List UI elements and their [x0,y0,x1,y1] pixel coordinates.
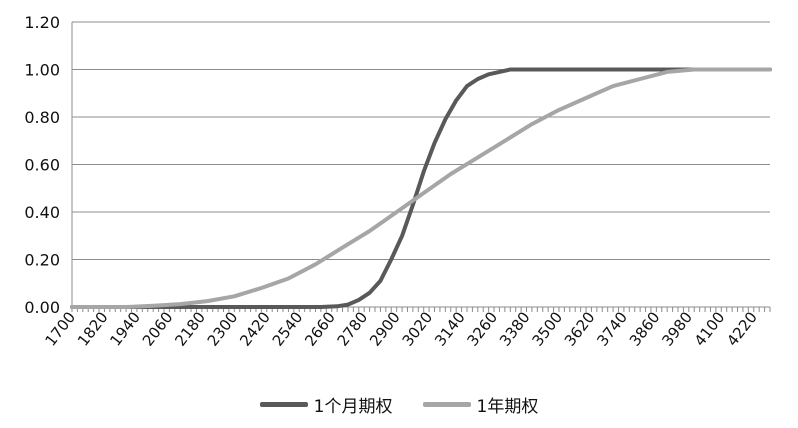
chart-canvas: 0.000.200.400.600.801.001.20170018201940… [24,13,772,350]
x-tick-label: 4100 [691,308,729,349]
legend-label-series-2: 1年期权 [476,397,539,417]
legend-swatch-series-1 [259,402,308,407]
x-tick-label: 1940 [106,308,144,349]
series-line-1 [70,67,772,309]
x-tick-label: 2180 [171,308,209,349]
x-tick-label: 1820 [74,308,112,349]
x-tick-label: 2300 [204,308,242,349]
x-tick-label: 3500 [528,308,566,349]
legend: 1个月期权 1年期权 [0,392,798,417]
x-tick-label: 2900 [366,308,404,349]
y-tick-label: 0.60 [24,156,60,175]
legend-swatch-series-2 [422,402,471,407]
y-tick-label: 1.00 [24,61,60,80]
y-tick-label: 0.80 [24,108,60,127]
y-tick-label: 0.40 [24,203,60,222]
x-tick-label: 2780 [334,308,372,349]
x-tick-label: 4220 [723,308,761,349]
x-tick-label: 2060 [139,308,177,349]
x-tick-label: 3020 [399,308,437,349]
x-tick-label: 3260 [464,308,502,349]
x-tick-label: 2660 [301,308,339,349]
x-tick-label: 2420 [236,308,274,349]
x-tick-label: 3140 [431,308,469,349]
y-tick-label: 0.20 [24,251,60,270]
y-tick-label: 1.20 [24,13,60,32]
x-tick-label: 2540 [269,308,307,349]
x-tick-label: 3740 [593,308,631,349]
legend-item-series-2: 1年期权 [422,392,539,417]
x-tick-label: 3860 [626,308,664,349]
series-line-2 [70,67,772,309]
x-tick-label: 3980 [658,308,696,349]
x-tick-label: 3380 [496,308,534,349]
y-tick-label: 0.00 [24,298,60,317]
x-tick-label: 3620 [561,308,599,349]
legend-label-series-1: 1个月期权 [313,397,393,417]
legend-item-series-1: 1个月期权 [259,392,393,417]
